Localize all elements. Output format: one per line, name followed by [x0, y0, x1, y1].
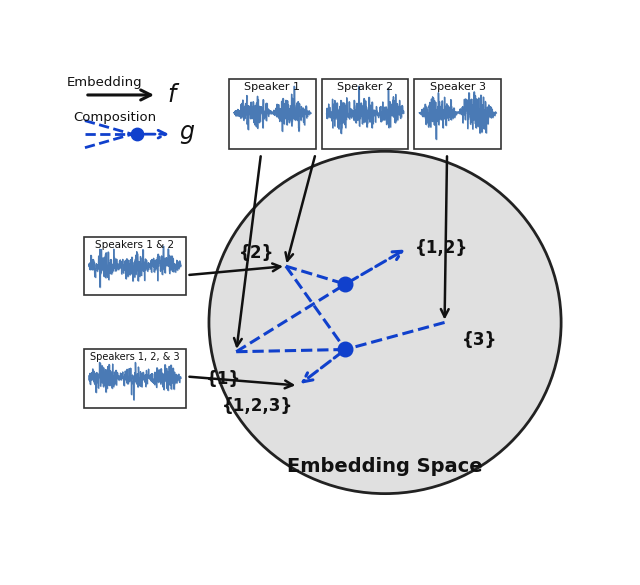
Text: {3}: {3} — [462, 332, 497, 349]
Text: Speaker 2: Speaker 2 — [337, 82, 393, 92]
FancyBboxPatch shape — [229, 79, 316, 149]
Text: Speakers 1 & 2: Speakers 1 & 2 — [95, 240, 174, 250]
Point — [132, 129, 142, 139]
FancyBboxPatch shape — [414, 79, 501, 149]
FancyBboxPatch shape — [84, 349, 186, 408]
Text: Speakers 1, 2, & 3: Speakers 1, 2, & 3 — [90, 352, 180, 362]
Point — [340, 280, 351, 289]
Ellipse shape — [209, 152, 561, 494]
Text: Composition: Composition — [73, 111, 156, 124]
Text: {2}: {2} — [238, 243, 274, 261]
Point — [340, 345, 351, 354]
FancyBboxPatch shape — [321, 79, 408, 149]
Text: Embedding Space: Embedding Space — [287, 457, 483, 476]
Text: {1,2}: {1,2} — [415, 239, 468, 257]
Text: $f$: $f$ — [167, 84, 180, 108]
Text: {1}: {1} — [206, 370, 241, 388]
Text: $g$: $g$ — [179, 122, 195, 146]
Text: Speaker 3: Speaker 3 — [429, 82, 486, 92]
Text: Embedding: Embedding — [67, 76, 143, 89]
Text: Speaker 1: Speaker 1 — [244, 82, 300, 92]
FancyBboxPatch shape — [84, 237, 186, 295]
Text: {1,2,3}: {1,2,3} — [222, 397, 293, 415]
